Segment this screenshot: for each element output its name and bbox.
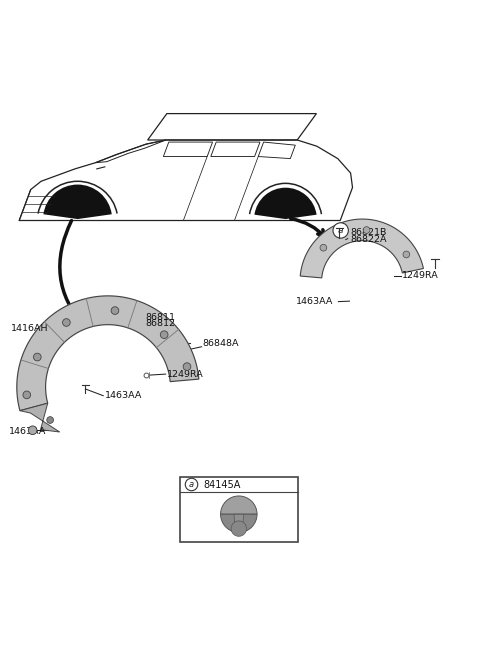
Polygon shape	[17, 296, 199, 411]
Circle shape	[62, 319, 70, 327]
Wedge shape	[221, 514, 257, 532]
Wedge shape	[254, 188, 317, 219]
Circle shape	[23, 391, 31, 399]
Wedge shape	[231, 521, 247, 536]
Circle shape	[47, 417, 53, 423]
Text: 86811: 86811	[145, 313, 175, 322]
Text: a: a	[338, 226, 343, 235]
Wedge shape	[221, 496, 257, 514]
Polygon shape	[300, 219, 423, 278]
Text: 1463AA: 1463AA	[9, 427, 46, 436]
Text: 1416AH: 1416AH	[11, 324, 48, 333]
Wedge shape	[43, 185, 112, 219]
Circle shape	[183, 363, 191, 371]
Text: a: a	[189, 480, 194, 489]
Text: 1463AA: 1463AA	[105, 391, 142, 400]
Polygon shape	[20, 403, 60, 432]
Text: 86812: 86812	[145, 319, 175, 328]
Text: 86821B: 86821B	[350, 228, 387, 237]
Text: 1463AA: 1463AA	[296, 297, 334, 306]
FancyBboxPatch shape	[180, 477, 298, 542]
Circle shape	[185, 478, 198, 491]
Circle shape	[160, 331, 168, 338]
Circle shape	[333, 223, 348, 238]
Polygon shape	[234, 514, 243, 530]
Text: 1249RA: 1249RA	[167, 370, 204, 378]
Circle shape	[28, 426, 37, 434]
Text: 86848A: 86848A	[203, 340, 239, 348]
Circle shape	[320, 244, 327, 251]
Text: 86822A: 86822A	[350, 235, 387, 244]
Text: 84145A: 84145A	[203, 480, 240, 489]
Text: 1249RA: 1249RA	[402, 271, 439, 280]
Circle shape	[403, 251, 410, 258]
Circle shape	[363, 227, 370, 233]
Circle shape	[34, 353, 41, 361]
Circle shape	[111, 307, 119, 315]
